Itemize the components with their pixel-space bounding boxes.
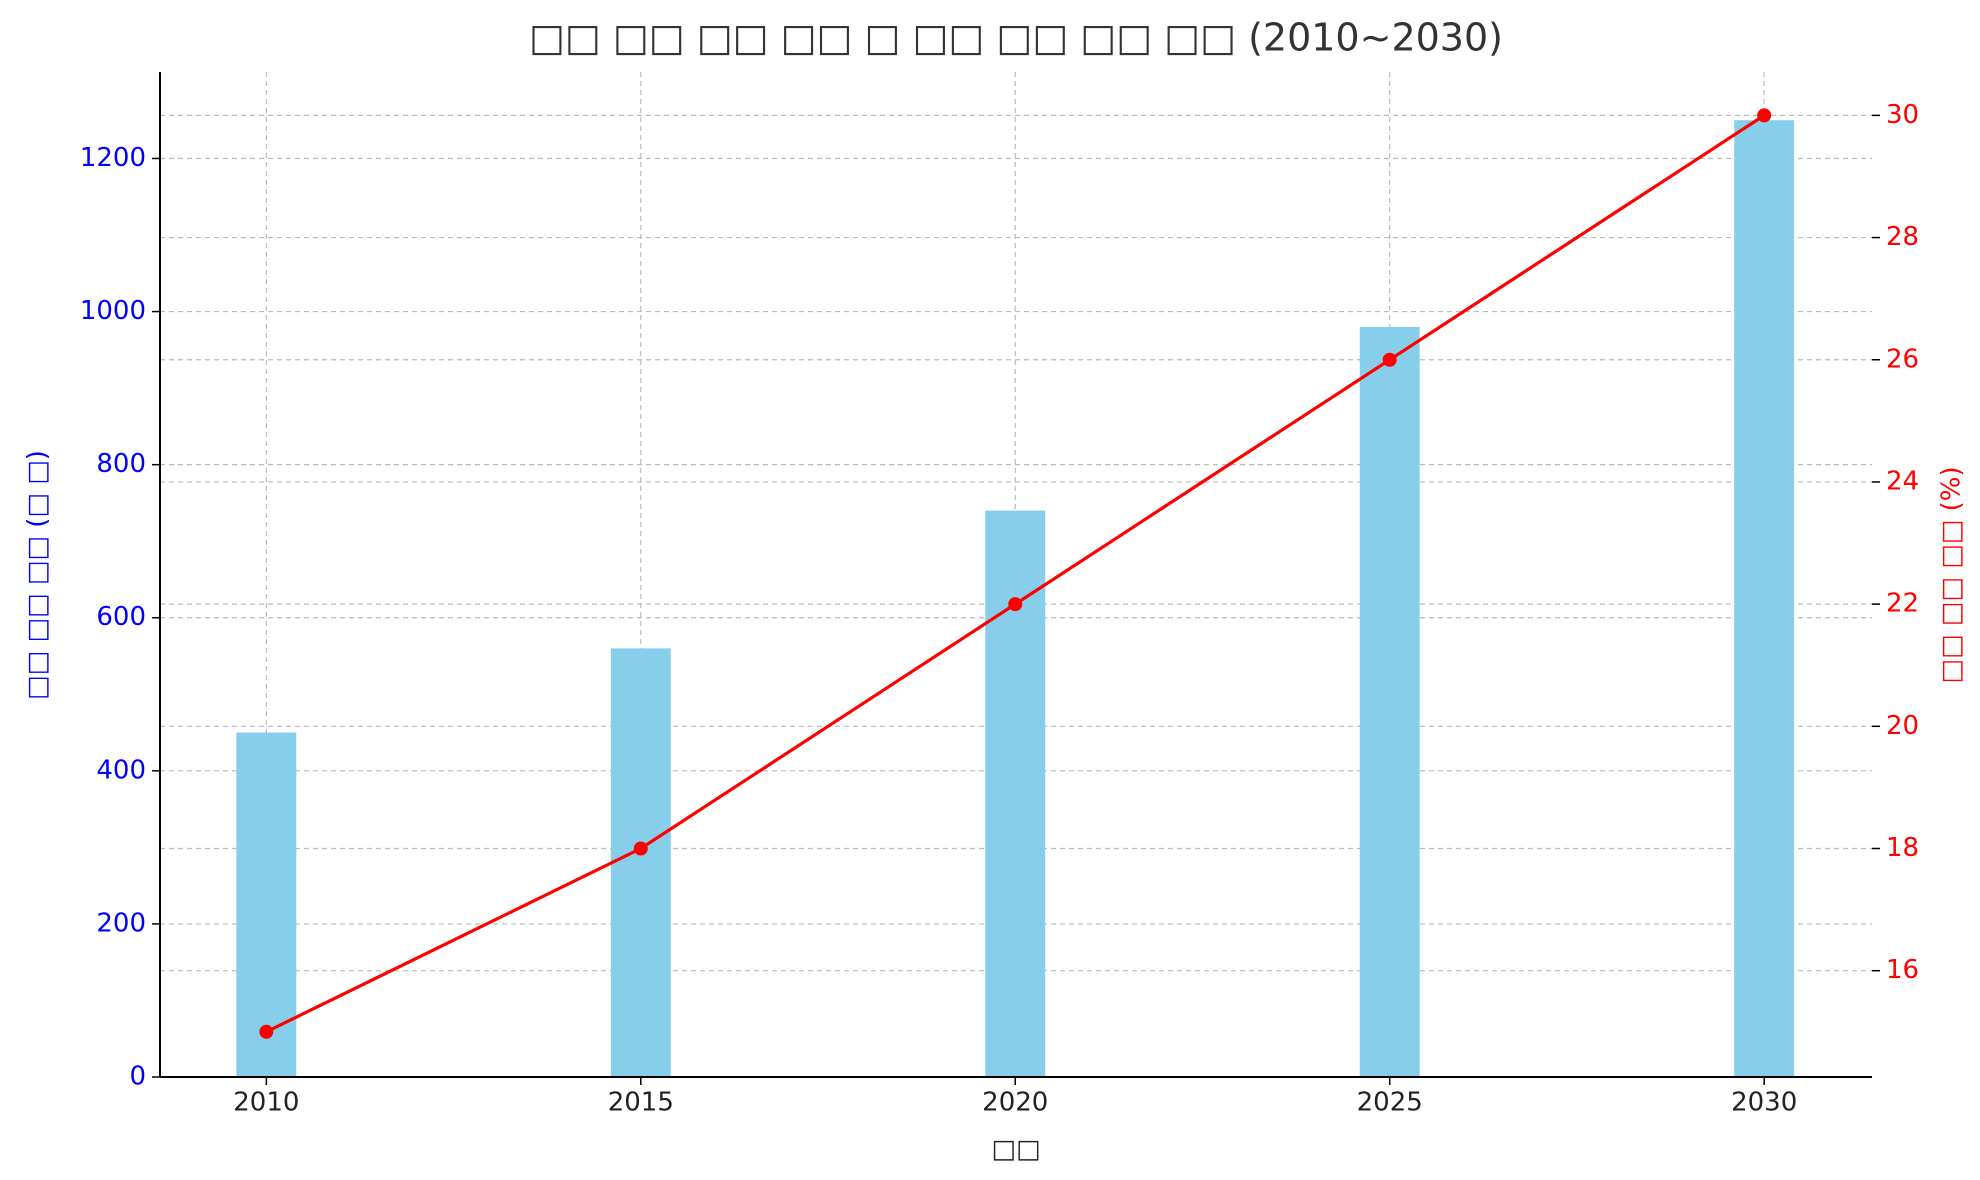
y-tick-label: 0	[129, 1062, 146, 1092]
y2-tick-label: 24	[1886, 466, 1919, 496]
y-axis-label: □□ □□ □□ (□ □)	[23, 450, 53, 700]
y-tick-label: 1200	[80, 143, 146, 173]
x-tick-label: 2015	[608, 1088, 674, 1118]
y2-tick-label: 28	[1886, 222, 1919, 252]
x-axis-label: □□	[991, 1135, 1040, 1165]
y2-axis-label: □□ □□ □□ (%)	[1937, 466, 1967, 683]
point	[1008, 597, 1023, 612]
y2-tick-label: 16	[1886, 955, 1919, 985]
bar	[985, 510, 1046, 1077]
x-tick-label: 2020	[982, 1088, 1048, 1118]
point	[1757, 108, 1772, 123]
bar	[1734, 120, 1795, 1078]
point	[259, 1024, 274, 1039]
y-tick-label: 200	[96, 908, 146, 938]
bar	[236, 732, 297, 1077]
chart-title: □□ □□ □□ □□ □ □□ □□ □□ □□ (2010~2030)	[529, 16, 1503, 60]
y-tick-label: 400	[96, 755, 146, 785]
x-tick-label: 2030	[1731, 1088, 1797, 1118]
y-tick-label: 600	[96, 602, 146, 632]
y2-tick-label: 22	[1886, 589, 1919, 619]
bar	[1359, 326, 1420, 1078]
y-tick-label: 800	[96, 449, 146, 479]
point	[1382, 352, 1397, 367]
point	[633, 841, 648, 856]
y2-tick-label: 26	[1886, 344, 1919, 374]
x-tick-label: 2025	[1357, 1088, 1423, 1118]
y2-tick-label: 18	[1886, 833, 1919, 863]
bar	[610, 648, 671, 1077]
y-tick-label: 1000	[80, 296, 146, 326]
x-tick-label: 2010	[233, 1088, 299, 1118]
y2-tick-label: 30	[1886, 100, 1919, 130]
y2-tick-label: 20	[1886, 711, 1919, 741]
